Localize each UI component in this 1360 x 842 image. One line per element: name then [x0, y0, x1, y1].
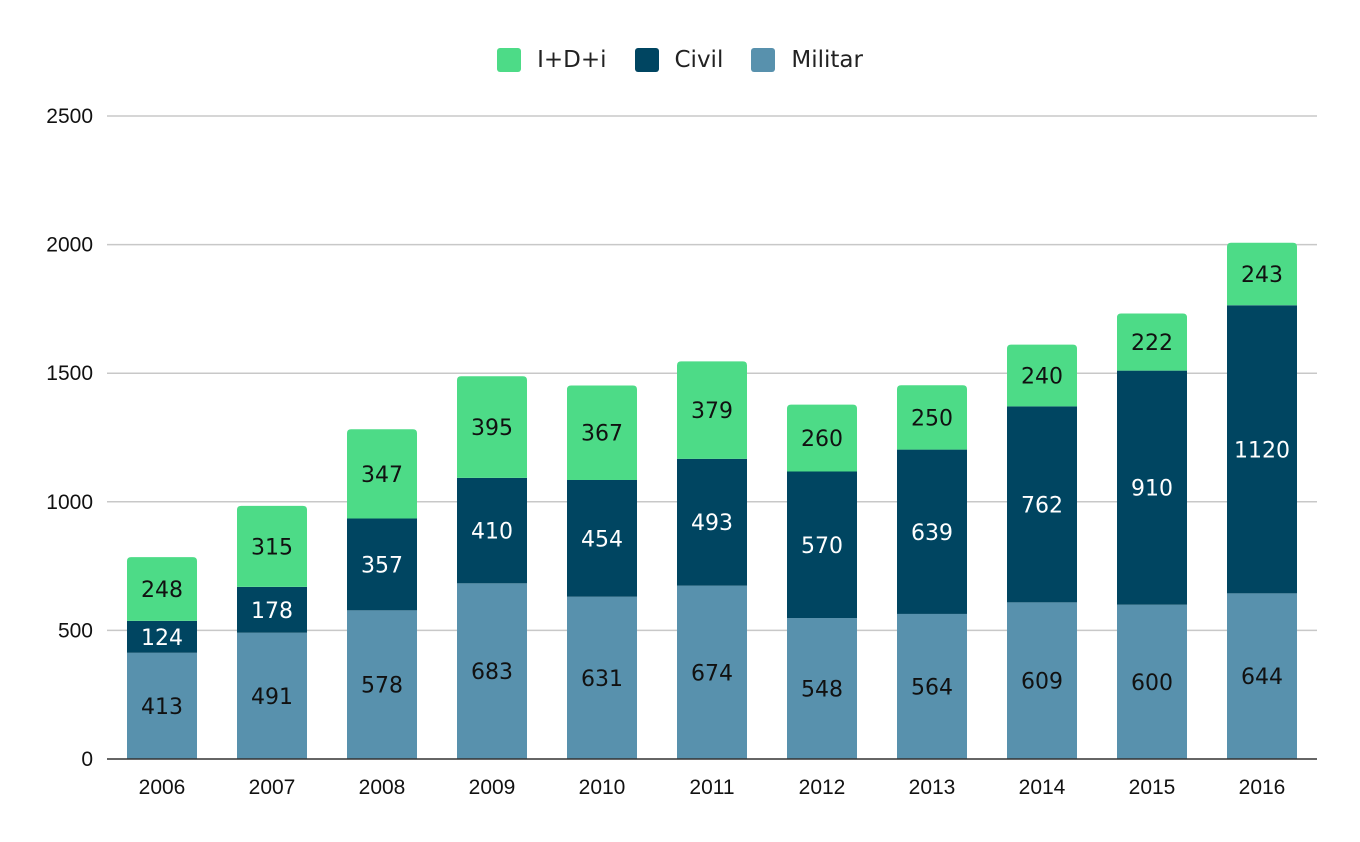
bar-segment [1007, 602, 1077, 759]
legend-item: I+D+i [497, 47, 607, 73]
legend-swatch [751, 48, 776, 72]
bar-segment [457, 477, 527, 584]
y-tick-label: 500 [58, 619, 93, 642]
bar-segment [567, 596, 637, 759]
bar-segment [787, 618, 857, 759]
data-label: 178 [251, 599, 293, 624]
bar-segment [1227, 242, 1297, 306]
bar-segment [347, 610, 417, 759]
bar-segment [897, 385, 967, 450]
data-label: 674 [691, 661, 733, 686]
data-label: 639 [911, 521, 953, 546]
bar-segment [1227, 593, 1297, 759]
data-label: 413 [141, 695, 183, 720]
data-label: 260 [801, 427, 843, 452]
bar-segment [457, 376, 527, 478]
x-tick-label: 2008 [359, 776, 406, 799]
data-label: 124 [141, 626, 183, 651]
bar-segment [1117, 370, 1187, 605]
y-tick-label: 2000 [46, 234, 93, 257]
bar-segment [567, 385, 637, 480]
bar-segment [127, 620, 197, 653]
bar-segment [1007, 406, 1077, 603]
data-label: 315 [251, 535, 293, 560]
legend-swatch [497, 48, 522, 72]
data-label: 240 [1021, 365, 1063, 390]
bar-segment [567, 479, 637, 597]
data-label: 683 [471, 660, 513, 685]
bar-segment [787, 471, 857, 619]
legend-item: Militar [751, 47, 863, 73]
x-tick-label: 2014 [1019, 776, 1066, 799]
data-label: 491 [251, 685, 293, 710]
y-tick-label: 2500 [46, 105, 93, 128]
bar-segment [1007, 344, 1077, 407]
bar-segment [457, 583, 527, 759]
x-tick-label: 2007 [249, 776, 296, 799]
bar-segment [347, 429, 417, 519]
x-tick-label: 2009 [469, 776, 516, 799]
bar-segment [1227, 305, 1297, 594]
bar-segment [677, 458, 747, 586]
data-label: 379 [691, 399, 733, 424]
legend: I+D+i Civil Militar [0, 40, 1360, 80]
data-label: 570 [801, 534, 843, 559]
data-label: 243 [1241, 263, 1283, 288]
data-label: 410 [471, 520, 513, 545]
y-tick-label: 0 [81, 748, 93, 771]
data-label: 600 [1131, 671, 1173, 696]
bar-segment [347, 518, 417, 611]
data-label: 347 [361, 463, 403, 488]
bar-segment [1117, 604, 1187, 759]
y-tick-label: 1000 [46, 491, 93, 514]
bar-segment [677, 361, 747, 459]
x-tick-label: 2010 [579, 776, 626, 799]
x-tick-label: 2006 [139, 776, 186, 799]
x-tick-label: 2016 [1239, 776, 1286, 799]
data-label: 395 [471, 416, 513, 441]
data-label: 250 [911, 406, 953, 431]
data-label: 548 [801, 678, 843, 703]
bar-segment [897, 613, 967, 759]
x-tick-label: 2015 [1129, 776, 1176, 799]
data-label: 644 [1241, 665, 1283, 690]
data-label: 367 [581, 422, 623, 447]
data-label: 609 [1021, 670, 1063, 695]
bar-segment [237, 586, 307, 633]
x-tick-label: 2011 [689, 776, 734, 799]
legend-label: I+D+i [537, 47, 607, 73]
data-label: 357 [361, 553, 403, 578]
bar-segment [1117, 313, 1187, 371]
data-label: 248 [141, 578, 183, 603]
legend-label: Militar [791, 47, 863, 73]
bar-segment [237, 632, 307, 759]
data-label: 762 [1021, 493, 1063, 518]
data-label: 493 [691, 511, 733, 536]
bar-segment [787, 404, 857, 472]
data-label: 454 [581, 527, 623, 552]
data-label: 564 [911, 675, 953, 700]
legend-item: Civil [634, 47, 724, 73]
data-label: 578 [361, 674, 403, 699]
bar-segment [897, 449, 967, 614]
data-label: 631 [581, 667, 623, 692]
data-label: 1120 [1234, 438, 1290, 463]
data-label: 222 [1131, 331, 1173, 356]
data-label: 910 [1131, 477, 1173, 502]
bar-segment [127, 557, 197, 621]
bar-segment [677, 585, 747, 759]
legend-swatch [634, 48, 659, 72]
bar-segment [127, 652, 197, 759]
bar-segment [237, 505, 307, 587]
legend-label: Civil [674, 47, 724, 73]
x-tick-label: 2012 [799, 776, 846, 799]
y-tick-label: 1500 [46, 362, 93, 385]
x-tick-label: 2013 [909, 776, 956, 799]
